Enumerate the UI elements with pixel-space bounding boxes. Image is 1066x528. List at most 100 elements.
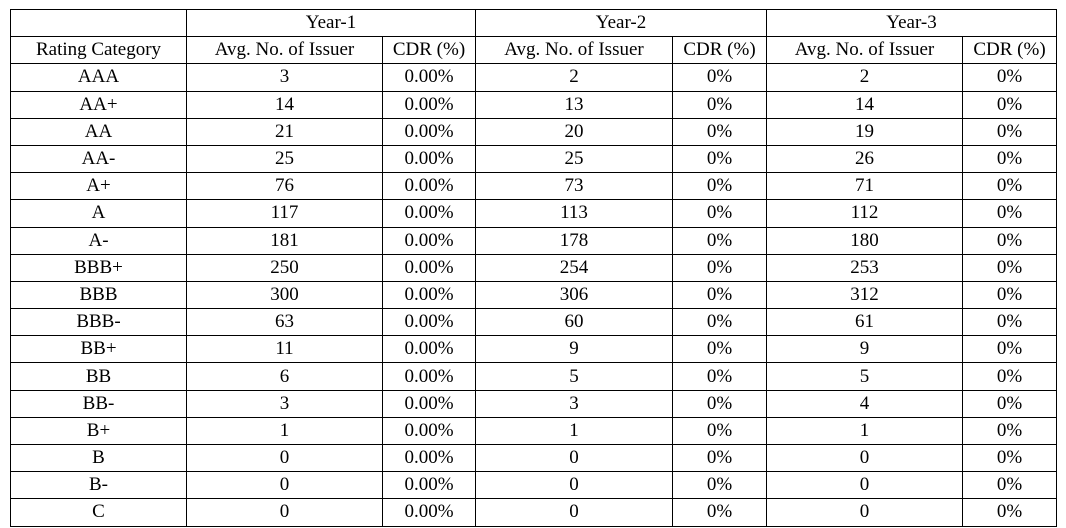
- avg-issuers-cell: 21: [186, 117, 383, 146]
- table-row: BB+ 11 0.00% 9 0% 9 0%: [10, 335, 1057, 364]
- cdr-cell: 0%: [672, 172, 767, 201]
- cdr-cell: 0%: [672, 416, 767, 446]
- avg-issuers-cell: 0: [766, 471, 963, 500]
- year-header: Year-2: [475, 8, 767, 38]
- rating-category-cell: AAA: [10, 63, 187, 92]
- rating-category-cell: A: [10, 199, 187, 228]
- cdr-cell: 0%: [962, 389, 1057, 418]
- cdr-cell: 0%: [672, 199, 767, 228]
- avg-issuers-cell: 25: [186, 144, 383, 174]
- rating-category-cell: BBB-: [10, 308, 187, 337]
- avg-issuers-cell: 60: [475, 308, 673, 337]
- cdr-cell: 0%: [962, 362, 1057, 391]
- avg-issuers-cell: 26: [766, 144, 963, 174]
- cdr-cell: 0%: [962, 90, 1057, 119]
- table-row: B- 0 0.00% 0 0% 0 0%: [10, 471, 1057, 500]
- avg-issuers-cell: 4: [766, 389, 963, 418]
- avg-issuers-cell: 1: [186, 416, 383, 446]
- cdr-cell: 0%: [672, 280, 767, 310]
- table-row: A 117 0.00% 113 0% 112 0%: [10, 199, 1057, 228]
- cdr-cell: 0.00%: [382, 172, 476, 201]
- cdr-cell: 0.00%: [382, 117, 476, 146]
- cdr-cell: 0%: [672, 471, 767, 500]
- avg-issuers-cell: 19: [766, 117, 963, 146]
- cdr-cell: 0%: [672, 90, 767, 119]
- year-header-row: Year-1 Year-2 Year-3: [10, 8, 1057, 38]
- table-row: BBB+ 250 0.00% 254 0% 253 0%: [10, 253, 1057, 282]
- rating-category-cell: AA+: [10, 90, 187, 119]
- cdr-cell: 0%: [962, 226, 1057, 255]
- avg-issuers-cell: 20: [475, 117, 673, 146]
- cdr-cell: 0.00%: [382, 498, 476, 527]
- avg-issuers-cell: 3: [186, 63, 383, 92]
- avg-issuers-cell: 0: [186, 471, 383, 500]
- cdr-cell: 0%: [672, 389, 767, 418]
- rating-category-cell: AA: [10, 117, 187, 146]
- avg-issuers-cell: 178: [475, 226, 673, 255]
- cdr-cell: 0%: [672, 362, 767, 391]
- cdr-cell: 0.00%: [382, 226, 476, 255]
- avg-issuers-cell: 9: [766, 335, 963, 364]
- cdr-cell: 0%: [672, 144, 767, 174]
- cdr-cell: 0%: [672, 253, 767, 282]
- avg-issuers-cell: 0: [766, 498, 963, 527]
- avg-issuers-cell: 73: [475, 172, 673, 201]
- cdr-cell: 0%: [962, 335, 1057, 364]
- avg-issuers-cell: 6: [186, 362, 383, 391]
- avg-issuers-cell: 181: [186, 226, 383, 255]
- avg-issuers-cell: 14: [186, 90, 383, 119]
- rating-category-cell: BBB+: [10, 253, 187, 282]
- cdr-cell: 0.00%: [382, 308, 476, 337]
- cdr-table-body: Year-1 Year-2 Year-3 Rating Category Avg…: [10, 8, 1057, 527]
- cdr-cell: 0%: [962, 172, 1057, 201]
- table-row: AA+ 14 0.00% 13 0% 14 0%: [10, 90, 1057, 119]
- avg-issuers-cell: 63: [186, 308, 383, 337]
- table-row: BBB- 63 0.00% 60 0% 61 0%: [10, 308, 1057, 337]
- avg-issuers-cell: 11: [186, 335, 383, 364]
- cdr-cell: 0.00%: [382, 443, 476, 473]
- rating-category-cell: A+: [10, 172, 187, 201]
- rating-category-cell: BB: [10, 362, 187, 391]
- rating-category-cell: BB+: [10, 335, 187, 364]
- avg-issuers-cell: 13: [475, 90, 673, 119]
- table-row: AA 21 0.00% 20 0% 19 0%: [10, 117, 1057, 146]
- table-row: B+ 1 0.00% 1 0% 1 0%: [10, 416, 1057, 446]
- cdr-cell: 0.00%: [382, 280, 476, 310]
- rating-category-cell: A-: [10, 226, 187, 255]
- rating-category-cell: B+: [10, 416, 187, 446]
- avg-issuers-cell: 117: [186, 199, 383, 228]
- table-row: AA- 25 0.00% 25 0% 26 0%: [10, 144, 1057, 174]
- cdr-cell: 0%: [962, 144, 1057, 174]
- table-row: BB 6 0.00% 5 0% 5 0%: [10, 362, 1057, 391]
- cdr-cell: 0.00%: [382, 144, 476, 174]
- column-header-rating-category: Rating Category: [10, 36, 187, 65]
- rating-category-cell: B-: [10, 471, 187, 500]
- rating-category-cell: BBB: [10, 280, 187, 310]
- cdr-cell: 0.00%: [382, 471, 476, 500]
- cdr-cell: 0%: [962, 308, 1057, 337]
- cdr-cell: 0.00%: [382, 362, 476, 391]
- cdr-cell: 0.00%: [382, 389, 476, 418]
- cdr-cell: 0.00%: [382, 416, 476, 446]
- column-header-avg-issuers: Avg. No. of Issuer: [766, 36, 963, 65]
- cdr-table: Year-1 Year-2 Year-3 Rating Category Avg…: [10, 8, 1057, 527]
- column-header-avg-issuers: Avg. No. of Issuer: [475, 36, 673, 65]
- column-header-cdr: CDR (%): [382, 36, 476, 65]
- avg-issuers-cell: 25: [475, 144, 673, 174]
- avg-issuers-cell: 3: [475, 389, 673, 418]
- year-header: Year-1: [186, 8, 476, 38]
- avg-issuers-cell: 1: [766, 416, 963, 446]
- table-row: BB- 3 0.00% 3 0% 4 0%: [10, 389, 1057, 418]
- cdr-cell: 0%: [962, 117, 1057, 146]
- avg-issuers-cell: 9: [475, 335, 673, 364]
- avg-issuers-cell: 0: [186, 498, 383, 527]
- avg-issuers-cell: 180: [766, 226, 963, 255]
- avg-issuers-cell: 5: [766, 362, 963, 391]
- avg-issuers-cell: 250: [186, 253, 383, 282]
- cdr-cell: 0.00%: [382, 63, 476, 92]
- cdr-cell: 0%: [672, 308, 767, 337]
- cdr-cell: 0%: [672, 335, 767, 364]
- avg-issuers-cell: 0: [186, 443, 383, 473]
- avg-issuers-cell: 14: [766, 90, 963, 119]
- rating-category-cell: B: [10, 443, 187, 473]
